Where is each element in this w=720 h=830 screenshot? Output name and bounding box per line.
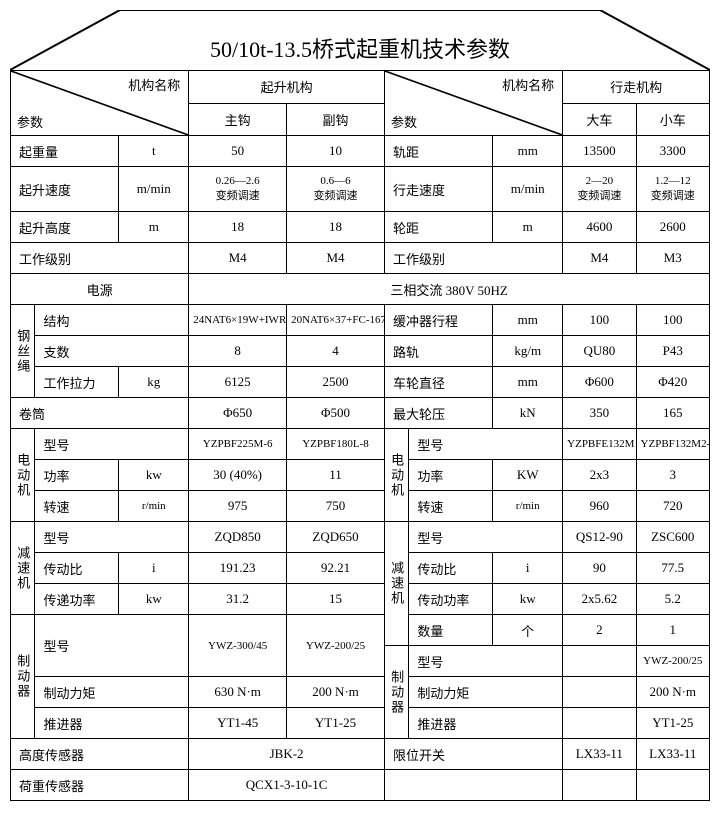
table-row: 制动器 型号 YWZ-300/45 YWZ-200/25 数量 个 2 1	[11, 615, 710, 646]
table-row: 传递功率 kw 31.2 15 传动功率 kw 2x5.62 5.2	[11, 584, 710, 615]
speed-small-cell: 1.2—12变频调速	[636, 167, 709, 212]
table-row: 卷筒 Φ650 Φ500 最大轮压 kN 350 165	[11, 398, 710, 429]
table-row: 荷重传感器 QCX1-3-10-1C	[11, 770, 710, 801]
table-row: 减速机 型号 ZQD850 ZQD650 减速机 型号 QS12-90 ZSC6…	[11, 522, 710, 553]
table-row: 转速 r/min 975 750 转速 r/min 960 720	[11, 491, 710, 522]
table-row: 推进器 YT1-45 YT1-25 推进器 YT1-25	[11, 708, 710, 739]
table-row: 支数 8 4 路轨 kg/m QU80 P43	[11, 336, 710, 367]
table-row: 电动机 型号 YZPBF225M-6 YZPBF180L-8 电动机 型号 YZ…	[11, 429, 710, 460]
spec-table: 机构名称 参数 起升机构 机构名称 参数 行走机构 主钩 副钩 大车 小车 起重…	[10, 70, 710, 801]
motor-group-left: 电动机	[11, 429, 35, 522]
speed-main-cell: 0.26—2.6变频调速	[189, 167, 287, 212]
small-car-header: 小车	[636, 103, 709, 136]
diag-header-left: 机构名称 参数	[11, 71, 189, 136]
brake-group-right: 制动器	[384, 646, 408, 739]
aux-hook-header: 副钩	[287, 103, 385, 136]
spec-sheet: 50/10t-13.5桥式起重机技术参数 机构名称 参数 起升机构 机构名称 参…	[10, 10, 710, 801]
brake-group-left: 制动器	[11, 615, 35, 739]
title-frame: 50/10t-13.5桥式起重机技术参数	[10, 10, 710, 70]
table-row: 制动力矩 630 N·m 200 N·m 制动力矩 200 N·m	[11, 677, 710, 708]
table-row: 功率 kw 30 (40%) 11 功率 KW 2x3 3	[11, 460, 710, 491]
main-hook-header: 主钩	[189, 103, 287, 136]
speed-big-cell: 2—20变频调速	[563, 167, 636, 212]
table-row: 电源 三相交流 380V 50HZ	[11, 274, 710, 305]
table-row: 传动比 i 191.23 92.21 传动比 i 90 77.5	[11, 553, 710, 584]
rope-group: 钢丝绳	[11, 305, 35, 398]
table-row: 起升速度 m/min 0.26—2.6变频调速 0.6—6变频调速 行走速度 m…	[11, 167, 710, 212]
speed-aux-cell: 0.6—6变频调速	[287, 167, 385, 212]
table-row: 高度传感器 JBK-2 限位开关 LX33-11 LX33-11	[11, 739, 710, 770]
page-title: 50/10t-13.5桥式起重机技术参数	[10, 32, 710, 64]
table-row: 工作拉力 kg 6125 2500 车轮直径 mm Φ600 Φ420	[11, 367, 710, 398]
reducer-group-left: 减速机	[11, 522, 35, 615]
diag-header-right: 机构名称 参数	[384, 71, 562, 136]
reducer-group-right: 减速机	[384, 522, 408, 646]
table-row: 机构名称 参数 起升机构 机构名称 参数 行走机构	[11, 71, 710, 104]
table-row: 起升高度 m 18 18 轮距 m 4600 2600	[11, 212, 710, 243]
table-row: 工作级别 M4 M4 工作级别 M4 M3	[11, 243, 710, 274]
table-row: 起重量 t 50 10 轨距 mm 13500 3300	[11, 136, 710, 167]
travel-mech-header: 行走机构	[563, 71, 710, 104]
lift-mech-header: 起升机构	[189, 71, 385, 104]
table-row: 钢丝绳 结构 24NAT6×19W+IWR-1570 20NAT6×37+FC-…	[11, 305, 710, 336]
big-car-header: 大车	[563, 103, 636, 136]
motor-group-right: 电动机	[384, 429, 408, 522]
